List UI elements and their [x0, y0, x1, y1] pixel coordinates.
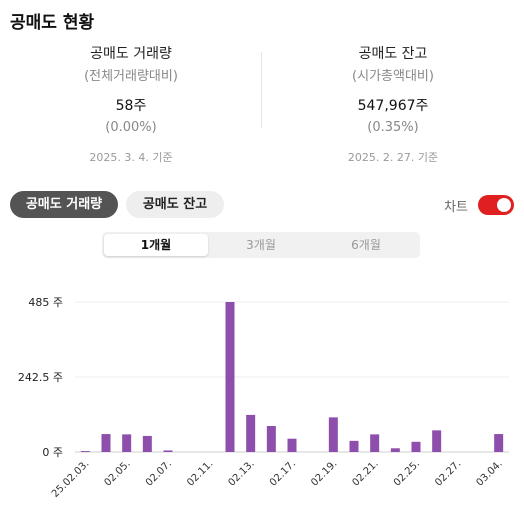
x-tick-label: 25.02.03.	[50, 458, 92, 500]
bar[interactable]	[80, 451, 90, 452]
tab-volume[interactable]: 공매도 거래량	[10, 191, 118, 218]
balance-sublabel: (시가총액대비)	[352, 69, 434, 84]
period-3-months[interactable]: 3개월	[246, 238, 276, 252]
page-title: 공매도 현황	[10, 13, 95, 33]
bar[interactable]	[142, 435, 152, 452]
bar[interactable]	[370, 434, 380, 452]
bar[interactable]	[225, 302, 235, 452]
summary-divider	[261, 52, 262, 128]
tab-balance[interactable]: 공매도 잔고	[126, 191, 224, 218]
period-1-month[interactable]: 1개월	[104, 234, 208, 256]
bar[interactable]	[163, 450, 173, 452]
volume-date: 2025. 3. 4. 기준	[89, 151, 173, 164]
bar[interactable]	[246, 414, 256, 452]
x-tick-label: 02.21.	[351, 458, 381, 488]
period-selector: 1개월 3개월 6개월	[102, 232, 420, 258]
x-tick-label: 02.27.	[433, 458, 463, 488]
bar[interactable]	[349, 440, 359, 452]
x-tick-label: 02.25.	[392, 458, 422, 488]
bar[interactable]	[122, 434, 132, 452]
toggle-knob	[497, 198, 511, 212]
y-tick-label: 485 주	[28, 296, 63, 309]
volume-sublabel: (전체거래량대비)	[84, 69, 178, 84]
x-tick-label: 02.11.	[185, 458, 215, 488]
y-tick-label: 242.5 주	[18, 371, 63, 384]
volume-percent: (0.00%)	[105, 120, 157, 135]
bar[interactable]	[390, 448, 400, 452]
bar[interactable]	[432, 430, 442, 452]
bar[interactable]	[494, 434, 504, 452]
bar[interactable]	[287, 438, 297, 452]
balance-summary: 공매도 잔고 (시가총액대비) 547,967주 (0.35%) 2025. 2…	[262, 44, 524, 166]
x-tick-label: 02.17.	[268, 458, 298, 488]
balance-value: 547,967주	[357, 98, 429, 114]
x-tick-label: 02.13.	[227, 458, 257, 488]
bar[interactable]	[411, 441, 421, 452]
balance-label: 공매도 잔고	[358, 46, 428, 62]
chart-toggle[interactable]	[478, 195, 514, 215]
period-6-months[interactable]: 6개월	[351, 238, 381, 252]
volume-summary: 공매도 거래량 (전체거래량대비) 58주 (0.00%) 2025. 3. 4…	[0, 44, 262, 166]
bar[interactable]	[266, 426, 276, 452]
balance-date: 2025. 2. 27. 기준	[347, 151, 439, 164]
x-tick-label: 02.05.	[103, 458, 133, 488]
chart-toggle-label: 차트	[444, 200, 468, 215]
volume-label: 공매도 거래량	[90, 46, 172, 62]
x-tick-label: 02.07.	[144, 458, 174, 488]
short-selling-summary: 공매도 거래량 (전체거래량대비) 58주 (0.00%) 2025. 3. 4…	[0, 44, 524, 172]
y-tick-label: 0 주	[42, 446, 63, 459]
bar[interactable]	[101, 434, 111, 452]
bar[interactable]	[328, 417, 338, 452]
balance-percent: (0.35%)	[367, 120, 419, 135]
short-volume-chart: 485 주 242.5 주 0 주25.02.03. 02.05. 02.07. 02.1…	[18, 296, 509, 500]
volume-value: 58주	[115, 98, 147, 114]
x-tick-label: 02.19.	[309, 458, 339, 488]
x-tick-label: 03.04.	[475, 458, 505, 488]
